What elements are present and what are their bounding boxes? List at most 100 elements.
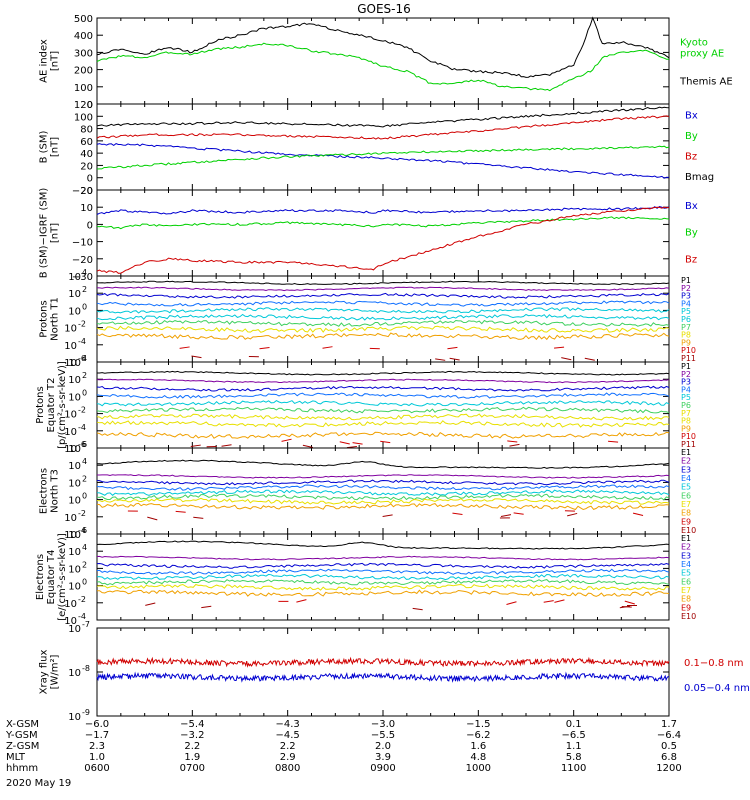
series-segment-p10 [380, 440, 391, 444]
x-row-value: 1.0 [89, 752, 105, 763]
legend-entry: P6 [681, 315, 691, 324]
series-segment-e9 [624, 600, 635, 605]
y-axis-label: [nT] [50, 137, 61, 157]
x-row-value: 2.9 [280, 752, 296, 763]
y-tick-label: 10 [68, 582, 81, 593]
y-tick-exponent: 2 [82, 474, 87, 483]
y-axis-label: [p/(cm²-s-sr-keV)] [57, 361, 68, 449]
legend-entry: P6 [681, 401, 691, 410]
series-segment-p10 [507, 440, 518, 443]
y-tick-exponent: -8 [82, 664, 90, 673]
series-segment-p11 [584, 357, 595, 361]
panel-3: B (SM)−IGRF (SM) [nT] −30 −20 −10 0 10 20 Bx By Bz [39, 186, 698, 283]
y-tick-exponent: -4 [78, 337, 86, 346]
legend-entry: P3 [681, 292, 691, 301]
series-line-bz [96, 206, 670, 274]
y-axis-label: [nT] [50, 51, 61, 71]
legend-entry: E6 [681, 491, 691, 500]
y-tick-exponent: -4 [78, 526, 86, 535]
x-row-value: 1.9 [184, 752, 200, 763]
legend-entry: P4 [681, 385, 691, 394]
legend-entry: E2 [681, 543, 691, 552]
y-axis-label: Equator T4 [46, 550, 57, 605]
y-tick-label: 10 [68, 624, 81, 635]
x-row-value: 4.8 [470, 752, 486, 763]
series-line-p3 [96, 292, 670, 299]
legend-entry: P1 [681, 276, 691, 285]
legend-entry: P10 [681, 346, 696, 355]
series-line-by [96, 145, 670, 170]
series-segment-e10 [147, 516, 158, 521]
y-tick-label: 10 [68, 289, 81, 300]
series-segment-p10 [281, 438, 292, 442]
legend-entry: E4 [681, 474, 691, 483]
y-tick-label: 10 [68, 530, 81, 541]
y-tick-label: 60 [80, 137, 93, 148]
series-line-e6 [96, 493, 670, 501]
y-tick-exponent: 0 [82, 492, 87, 501]
series-segment-e9 [452, 512, 463, 515]
series-segment-p10 [322, 346, 333, 349]
x-row-value: −3.2 [180, 730, 204, 741]
legend-entry: Bx [685, 201, 698, 212]
series-line-e1 [96, 459, 670, 469]
series-line-p9 [96, 332, 670, 341]
series-segment-p11 [190, 444, 201, 447]
series-line-e2 [97, 474, 670, 479]
legend-entry: Bz [685, 255, 697, 266]
legend-entry: P4 [681, 299, 691, 308]
legend-entry: P5 [681, 307, 691, 316]
y-tick-label: 80 [80, 125, 93, 136]
x-row-value: 5.8 [566, 752, 582, 763]
y-tick-label: −20 [72, 186, 93, 197]
series-line-by [96, 216, 670, 230]
legend-entry: E8 [681, 509, 691, 518]
series-line-e4 [96, 568, 670, 575]
y-tick-label: 10 [68, 668, 81, 679]
x-row-value: 0700 [180, 763, 205, 774]
y-tick-label: 20 [80, 186, 93, 197]
y-tick-label: 100 [74, 112, 93, 123]
y-tick-label: 10 [68, 564, 81, 575]
series-segment-p10 [447, 346, 458, 350]
x-row-value: 2.2 [184, 741, 200, 752]
y-tick-exponent: 6 [82, 440, 87, 449]
legend-entry: E5 [681, 569, 691, 578]
y-axis-label: [nT] [50, 223, 61, 243]
y-tick-label: 40 [80, 149, 93, 160]
panel-frame [96, 627, 670, 717]
series-line-bmag [96, 106, 670, 128]
legend-entry: E10 [681, 526, 696, 535]
y-tick-exponent: -6 [78, 354, 86, 363]
legend-entry: By [685, 228, 698, 239]
y-tick-label: 10 [68, 358, 81, 369]
legend-entry: E9 [681, 603, 691, 612]
x-row-value: 1.1 [566, 741, 582, 752]
series-line-p6 [96, 406, 670, 414]
legend-entry: E6 [681, 577, 691, 586]
x-row-label: Z-GSM [6, 741, 39, 752]
legend-entry: P7 [681, 409, 691, 418]
series-line-e6 [96, 579, 670, 586]
y-tick-label: 0 [87, 220, 93, 231]
legend-entry: P2 [681, 284, 691, 293]
y-tick-exponent: 2 [82, 285, 87, 294]
series-segment-e9 [506, 601, 517, 605]
series-segment-p11 [561, 357, 572, 361]
y-tick-exponent: 2 [82, 560, 87, 569]
y-tick-exponent: 6 [82, 526, 87, 535]
series-segment-e10 [412, 607, 423, 611]
y-tick-label: 10 [64, 599, 77, 610]
series-line-e1 [96, 540, 670, 550]
x-row-label: Y-GSM [5, 730, 38, 741]
series-line-e7 [96, 497, 670, 505]
legend-entry: By [685, 131, 698, 142]
legend-entry: P10 [681, 432, 696, 441]
panel-frame [96, 189, 670, 277]
x-row-value: −3.0 [371, 719, 395, 730]
y-tick-exponent: 4 [82, 457, 87, 466]
series-segment-e9 [632, 512, 644, 516]
y-tick-exponent: 4 [82, 354, 87, 363]
